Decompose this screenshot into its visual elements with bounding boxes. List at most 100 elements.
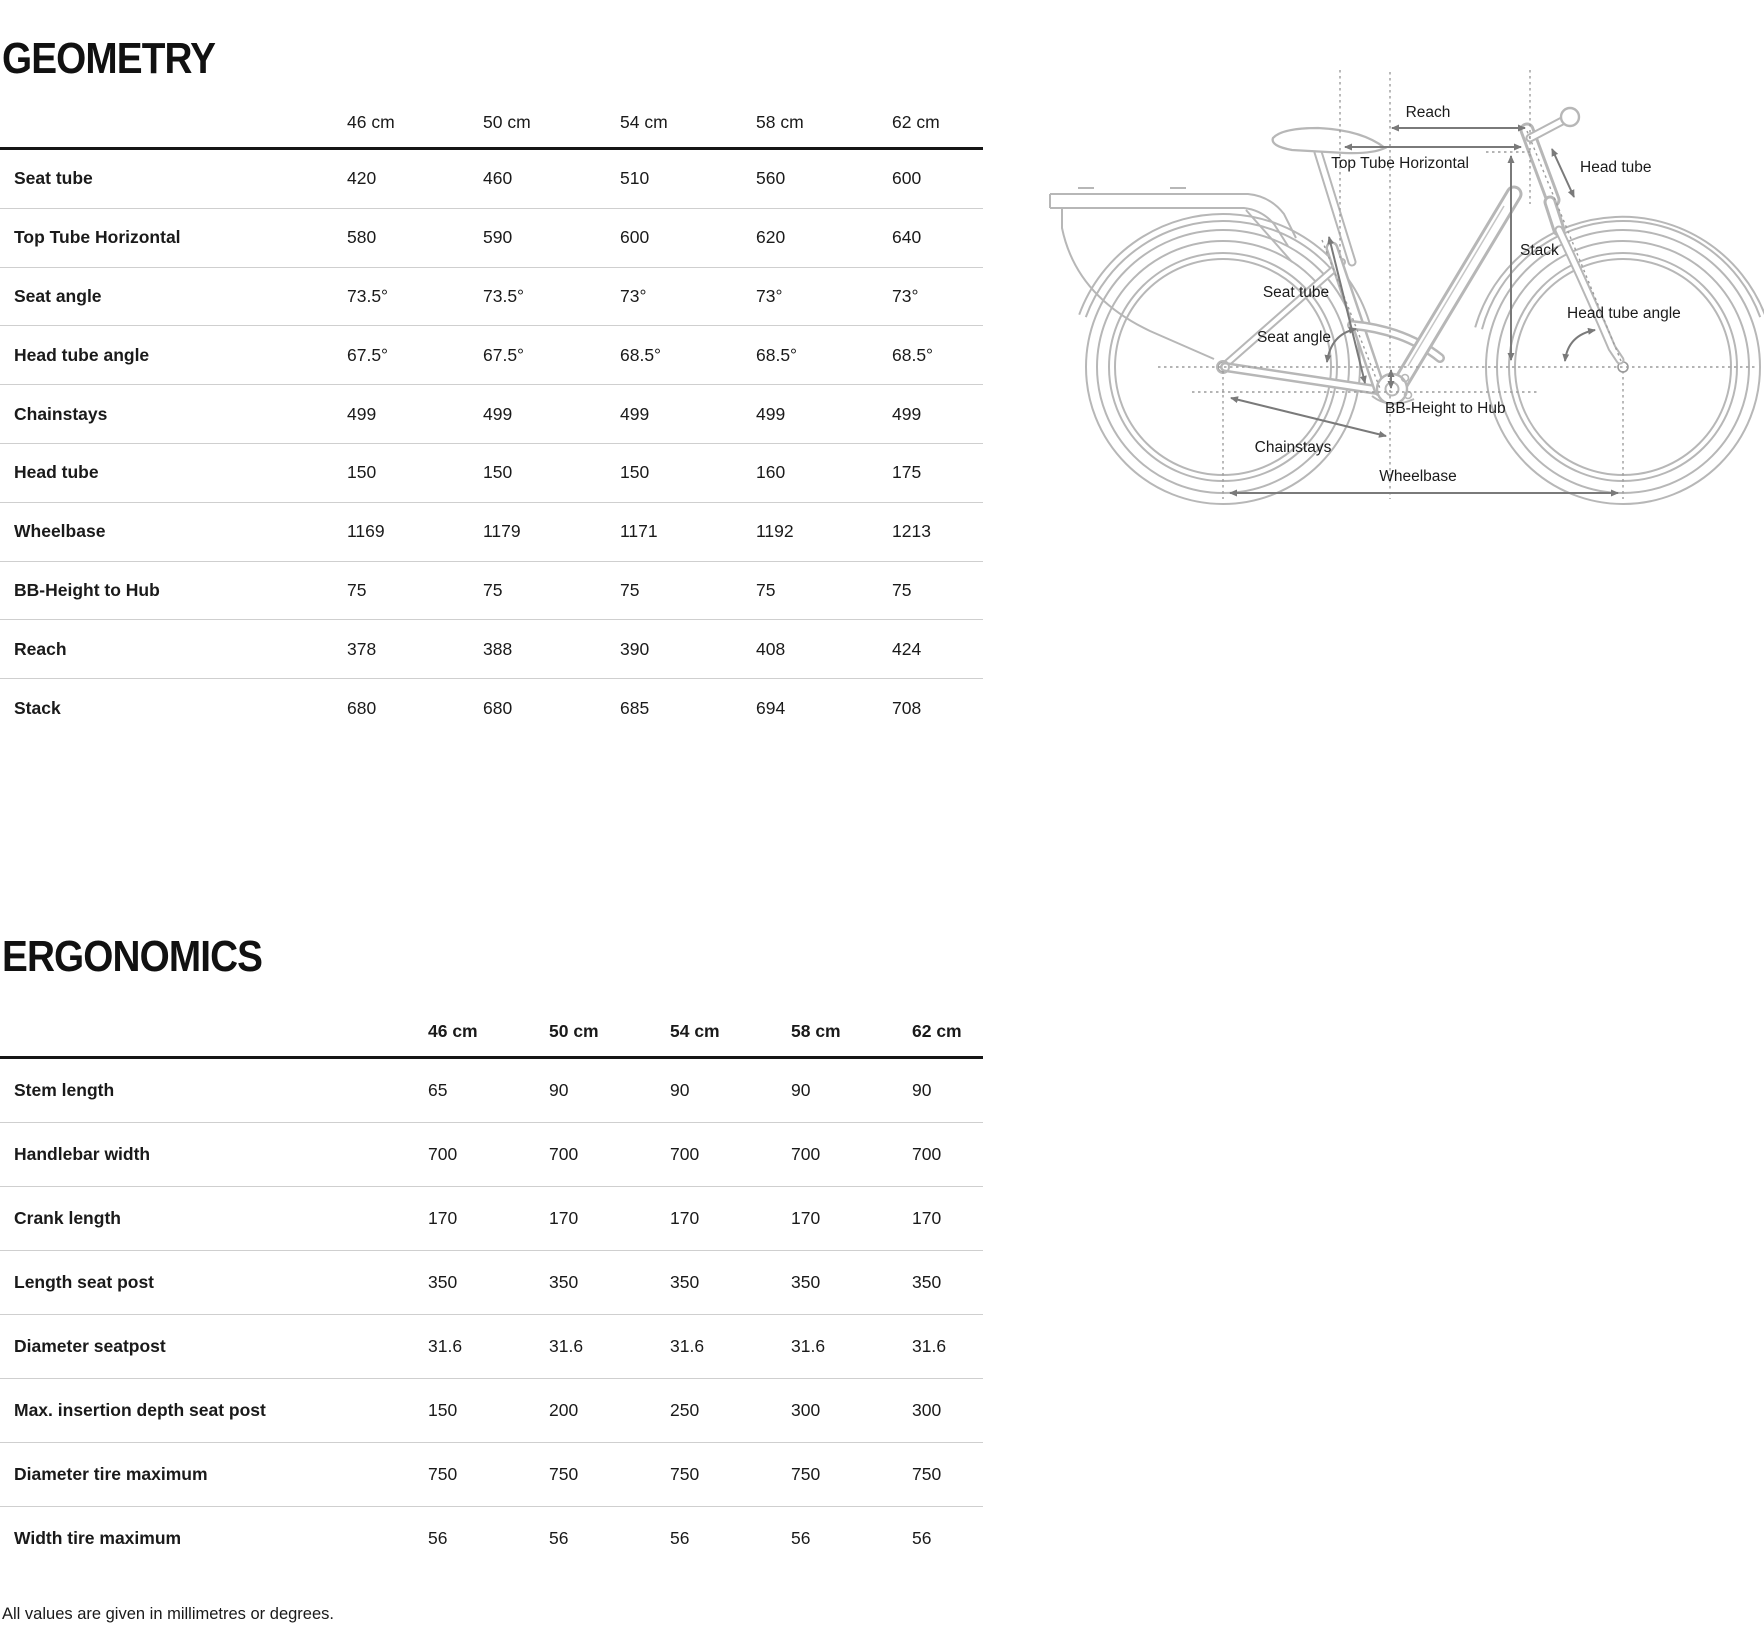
table-row: BB-Height to Hub 75 75 75 75 75 — [0, 562, 983, 621]
row-value: 1213 — [892, 521, 931, 542]
row-value: 1171 — [620, 521, 658, 542]
row-value: 350 — [670, 1272, 700, 1292]
row-value: 73° — [892, 285, 919, 306]
row-value: 75 — [347, 579, 367, 600]
table-row: Seat angle 73.5° 73.5° 73° 73° 73° — [0, 268, 983, 327]
row-value: 700 — [428, 1144, 458, 1164]
row-value: 499 — [892, 403, 922, 424]
row-value: 67.5° — [347, 344, 389, 365]
row-value: 68.5° — [892, 344, 934, 365]
table-row: Max. insertion depth seat post 150 200 2… — [0, 1379, 983, 1443]
row-label: BB-Height to Hub — [14, 579, 160, 600]
units-footnote: All values are given in millimetres or d… — [2, 1605, 334, 1623]
column-header: 46 cm — [428, 1021, 478, 1041]
row-value: 75 — [620, 579, 640, 600]
row-value: 640 — [892, 227, 922, 248]
row-label: Crank length — [14, 1208, 121, 1228]
row-value: 150 — [347, 462, 377, 483]
row-value: 65 — [428, 1080, 448, 1100]
row-value: 75 — [483, 579, 503, 600]
row-label: Head tube — [14, 462, 99, 483]
geometry-table-header: 46 cm 50 cm 54 cm 58 cm 62 cm — [0, 96, 983, 150]
row-value: 56 — [549, 1528, 569, 1548]
row-value: 350 — [549, 1272, 579, 1292]
row-value: 170 — [670, 1208, 700, 1228]
row-value: 300 — [912, 1400, 942, 1420]
stack-label: Stack — [1520, 242, 1559, 259]
row-value: 68.5° — [756, 344, 798, 365]
rear-rack-illustration — [1049, 187, 1297, 360]
row-value: 170 — [549, 1208, 579, 1228]
head-tube-label: Head tube — [1580, 159, 1652, 176]
column-header: 58 cm — [756, 112, 804, 132]
row-value: 73.5° — [483, 285, 525, 306]
row-value: 31.6 — [791, 1336, 826, 1356]
row-label: Length seat post — [14, 1272, 155, 1292]
row-value: 408 — [756, 638, 786, 659]
row-value: 350 — [912, 1272, 942, 1292]
table-row: Stem length 65 90 90 90 90 — [0, 1059, 983, 1123]
row-label: Head tube angle — [14, 344, 150, 365]
row-value: 750 — [791, 1464, 821, 1484]
row-value: 170 — [791, 1208, 821, 1228]
row-value: 750 — [670, 1464, 700, 1484]
row-value: 75 — [756, 579, 776, 600]
row-value: 600 — [892, 168, 922, 189]
column-header: 50 cm — [483, 112, 531, 132]
bike-geometry-diagram: Reach Top Tube Horizontal Head tube Stac… — [1049, 70, 1764, 505]
row-label: Diameter seatpost — [14, 1336, 166, 1356]
row-value: 31.6 — [670, 1336, 705, 1356]
row-value: 499 — [347, 403, 377, 424]
row-value: 424 — [892, 638, 922, 659]
table-row: Diameter tire maximum 750 750 750 750 75… — [0, 1443, 983, 1507]
table-row: Reach 378 388 390 408 424 — [0, 620, 983, 680]
ergonomics-table-header: 46 cm 50 cm 54 cm 58 cm 62 cm — [0, 1002, 983, 1059]
row-value: 378 — [347, 638, 377, 659]
seat-tube-label: Seat tube — [1263, 284, 1329, 301]
row-label: Top Tube Horizontal — [14, 227, 181, 248]
row-value: 700 — [791, 1144, 821, 1164]
geometry-section-title: GEOMETRY — [2, 34, 216, 84]
row-value: 420 — [347, 168, 377, 189]
table-row: Chainstays 499 499 499 499 499 — [0, 385, 983, 444]
row-value: 56 — [670, 1528, 690, 1548]
row-value: 67.5° — [483, 344, 525, 365]
row-value: 56 — [912, 1528, 932, 1548]
row-value: 150 — [428, 1400, 458, 1420]
row-label: Max. insertion depth seat post — [14, 1400, 266, 1420]
row-value: 170 — [428, 1208, 458, 1228]
reach-label: Reach — [1406, 104, 1451, 121]
row-value: 350 — [791, 1272, 821, 1292]
row-value: 300 — [791, 1400, 821, 1420]
row-value: 580 — [347, 227, 377, 248]
row-value: 170 — [912, 1208, 942, 1228]
row-value: 560 — [756, 168, 786, 189]
row-value: 68.5° — [620, 344, 662, 365]
row-value: 750 — [912, 1464, 942, 1484]
geometry-table: 46 cm 50 cm 54 cm 58 cm 62 cm Seat tube … — [0, 96, 983, 737]
row-value: 31.6 — [912, 1336, 947, 1356]
column-header: 54 cm — [670, 1021, 720, 1041]
row-value: 680 — [483, 697, 513, 718]
row-value: 90 — [670, 1080, 690, 1100]
row-value: 200 — [549, 1400, 579, 1420]
table-row: Head tube angle 67.5° 67.5° 68.5° 68.5° … — [0, 326, 983, 386]
column-header: 50 cm — [549, 1021, 599, 1041]
row-value: 175 — [892, 462, 922, 483]
row-value: 56 — [428, 1528, 448, 1548]
table-row: Length seat post 350 350 350 350 350 — [0, 1251, 983, 1315]
table-row: Wheelbase 1169 1179 1171 1192 1213 — [0, 503, 983, 562]
row-value: 73° — [620, 285, 647, 306]
row-value: 390 — [620, 638, 650, 659]
column-header: 58 cm — [791, 1021, 841, 1041]
row-value: 510 — [620, 168, 650, 189]
row-label: Handlebar width — [14, 1144, 151, 1164]
row-value: 73° — [756, 285, 783, 306]
column-header: 62 cm — [892, 112, 940, 132]
row-label: Width tire maximum — [14, 1528, 182, 1548]
table-row: Stack 680 680 685 694 708 — [0, 679, 983, 737]
table-row: Head tube 150 150 150 160 175 — [0, 444, 983, 503]
row-value: 499 — [483, 403, 513, 424]
row-value: 700 — [549, 1144, 579, 1164]
row-value: 708 — [892, 697, 922, 718]
